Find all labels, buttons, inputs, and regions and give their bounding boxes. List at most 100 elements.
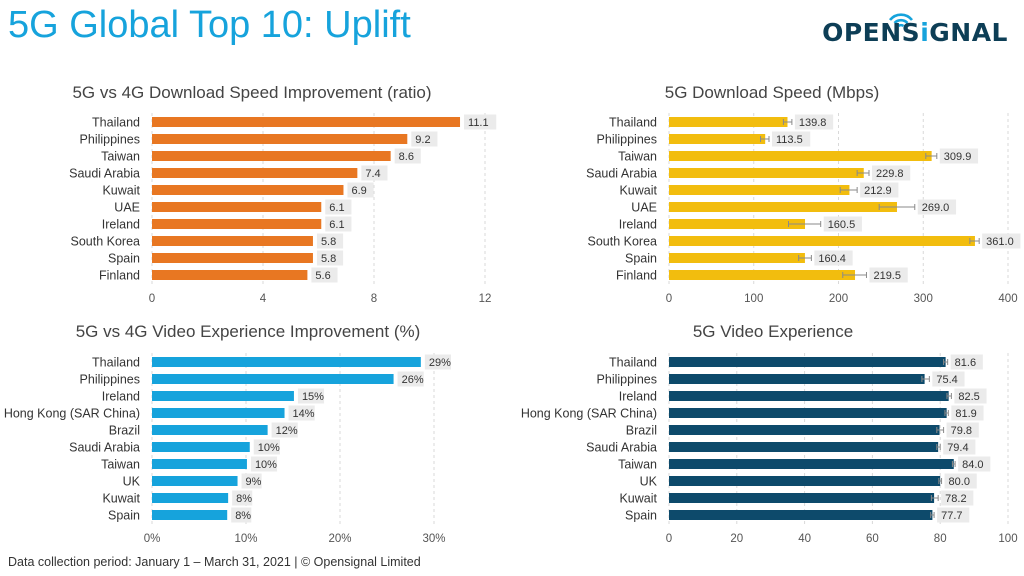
- data-label: 8%: [236, 493, 252, 505]
- data-label-bg: [231, 507, 252, 523]
- data-label-bg: [253, 439, 280, 455]
- bar: [152, 408, 285, 418]
- bar: [669, 134, 766, 144]
- bar: [152, 442, 250, 452]
- chart-download-speed: 5G Download Speed (Mbps) 0 100 200 300 400 Tha…: [586, 83, 1021, 305]
- bar: [152, 202, 322, 212]
- category-label: Saudi Arabia: [69, 167, 140, 181]
- page-title: 5G Global Top 10: Uplift: [8, 4, 411, 46]
- category-label: Philippines: [80, 133, 140, 147]
- data-label: 8.6: [399, 151, 414, 163]
- bar: [152, 459, 247, 469]
- category-label: Philippines: [597, 373, 657, 387]
- data-label: 113.5: [776, 134, 803, 146]
- logo-text-part: GNAL: [929, 18, 1008, 47]
- data-label: 6.1: [329, 219, 344, 231]
- chart-video-experience: 5G Video Experience 0 20 40 60 80 100 Thailand 8…: [521, 322, 1018, 545]
- data-label: 75.4: [936, 374, 957, 386]
- data-label-bg: [424, 354, 451, 370]
- data-label-bg: [946, 422, 979, 438]
- category-label: Saudi Arabia: [69, 441, 140, 455]
- x-tick-label: 8: [371, 293, 377, 305]
- data-label: 82.5: [958, 391, 979, 403]
- bar: [669, 168, 864, 178]
- data-label-bg: [250, 456, 278, 472]
- data-label-bg: [950, 354, 983, 370]
- x-tick-label: 200: [829, 293, 848, 305]
- chart-download-improvement: 5G vs 4G Download Speed Improvement (rat…: [69, 83, 497, 305]
- data-label: 160.5: [828, 219, 856, 231]
- bar: [669, 391, 949, 401]
- data-label: 6.1: [329, 202, 344, 214]
- data-label: 29%: [429, 357, 451, 369]
- category-label: Saudi Arabia: [586, 441, 657, 455]
- bar: [669, 117, 788, 127]
- data-label: 79.4: [947, 442, 968, 454]
- category-label: Spain: [108, 252, 140, 266]
- category-label: UK: [640, 475, 658, 489]
- data-label: 80.0: [949, 476, 970, 488]
- category-label: Thailand: [609, 356, 657, 370]
- data-label: 5.8: [321, 253, 336, 265]
- logo-text-part: OPENS: [822, 18, 921, 47]
- category-label: Spain: [108, 509, 140, 523]
- category-label: UK: [123, 475, 141, 489]
- category-label: Ireland: [102, 390, 140, 404]
- bar: [669, 357, 946, 367]
- x-tick-label: 20: [730, 533, 743, 545]
- category-label: Thailand: [92, 356, 140, 370]
- bar: [152, 391, 294, 401]
- category-label: Spain: [625, 252, 657, 266]
- data-label: 229.8: [876, 168, 904, 180]
- category-label: Philippines: [597, 133, 657, 147]
- data-label: 14%: [293, 408, 315, 420]
- category-label: Taiwan: [618, 458, 657, 472]
- data-label-bg: [316, 250, 344, 266]
- category-label: Thailand: [609, 116, 657, 130]
- category-label: UAE: [631, 201, 657, 215]
- data-label: 81.9: [955, 408, 976, 420]
- data-label-bg: [872, 165, 911, 181]
- data-label-bg: [241, 473, 262, 489]
- logo-text-i: i: [920, 18, 930, 47]
- data-label-bg: [823, 216, 862, 232]
- bar: [669, 510, 933, 520]
- x-tick-label: 12: [479, 293, 492, 305]
- bar: [669, 151, 932, 161]
- category-label: Ireland: [619, 390, 657, 404]
- data-label-bg: [869, 267, 908, 283]
- bar: [152, 510, 228, 520]
- bar: [669, 442, 939, 452]
- x-tick-label: 60: [866, 533, 879, 545]
- category-label: Kuwait: [619, 184, 657, 198]
- data-label-bg: [288, 405, 315, 421]
- data-label-bg: [951, 405, 984, 421]
- data-label: 8%: [235, 510, 251, 522]
- data-label-bg: [271, 422, 298, 438]
- chart-title: 5G vs 4G Download Speed Improvement (rat…: [72, 83, 431, 102]
- data-label-bg: [772, 131, 811, 147]
- signal-wifi-icon: [888, 13, 914, 28]
- x-tick-label: 30%: [422, 533, 445, 545]
- data-label: 309.9: [944, 151, 972, 163]
- category-label: South Korea: [71, 235, 141, 249]
- data-label: 219.5: [873, 270, 901, 282]
- x-tick-label: 100: [998, 533, 1017, 545]
- data-label-bg: [232, 490, 253, 506]
- bar: [152, 374, 394, 384]
- data-label-bg: [941, 490, 974, 506]
- data-label: 139.8: [799, 117, 827, 129]
- bar: [669, 425, 940, 435]
- category-label: Ireland: [619, 218, 657, 232]
- bar: [669, 270, 856, 280]
- category-label: Saudi Arabia: [586, 167, 657, 181]
- bar: [152, 357, 421, 367]
- opensignal-logo: OPENSiGNAL: [808, 12, 1008, 47]
- category-label: Hong Kong (SAR China): [521, 407, 657, 421]
- data-label-bg: [325, 216, 352, 232]
- category-label: Kuwait: [102, 492, 140, 506]
- data-label-bg: [932, 371, 965, 387]
- data-label: 269.0: [922, 202, 950, 214]
- footer-note: Data collection period: January 1 – Marc…: [8, 555, 421, 569]
- data-label-bg: [464, 114, 497, 130]
